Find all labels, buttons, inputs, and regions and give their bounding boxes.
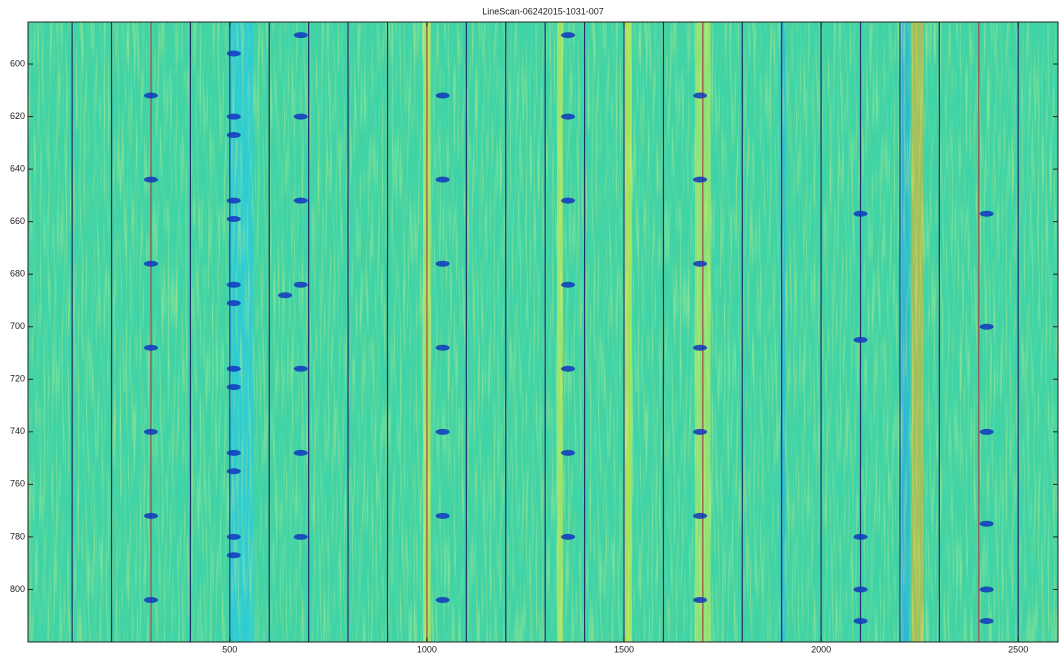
- spot: [293, 32, 308, 39]
- y-tick-label: 600: [10, 58, 25, 68]
- y-tick-label: 620: [10, 111, 25, 121]
- y-tick-label: 800: [10, 584, 25, 594]
- spot: [561, 197, 576, 204]
- spot: [693, 176, 708, 183]
- spot: [226, 468, 241, 475]
- spot: [226, 113, 241, 120]
- y-tick-label: 720: [10, 374, 25, 384]
- spot: [143, 260, 158, 267]
- spot: [226, 300, 241, 307]
- spot: [853, 533, 868, 540]
- y-tick-label: 760: [10, 479, 25, 489]
- spot: [226, 197, 241, 204]
- spot: [435, 344, 450, 351]
- spot: [226, 131, 241, 138]
- spot: [693, 260, 708, 267]
- spot: [693, 344, 708, 351]
- spot: [561, 533, 576, 540]
- spot: [853, 210, 868, 217]
- spot: [143, 428, 158, 435]
- y-tick-label: 700: [10, 321, 25, 331]
- spot: [561, 365, 576, 372]
- spot: [226, 449, 241, 456]
- y-tick-label: 780: [10, 531, 25, 541]
- spot: [693, 596, 708, 603]
- spot: [293, 365, 308, 372]
- spot: [693, 92, 708, 99]
- spot: [979, 210, 994, 217]
- spot: [143, 596, 158, 603]
- y-tick-label: 640: [10, 163, 25, 173]
- spot: [979, 617, 994, 624]
- spot: [435, 260, 450, 267]
- spot: [979, 323, 994, 330]
- x-tick-label: 1500: [614, 644, 634, 654]
- spot: [435, 428, 450, 435]
- spot: [226, 552, 241, 559]
- spot: [435, 176, 450, 183]
- plot-frame: [27, 21, 1059, 643]
- x-tick-label: 2500: [1008, 644, 1028, 654]
- spot: [435, 596, 450, 603]
- spot: [226, 533, 241, 540]
- spot: [226, 384, 241, 391]
- spot: [853, 617, 868, 624]
- spot: [853, 336, 868, 343]
- spot: [143, 344, 158, 351]
- plot-area: [28, 22, 1058, 642]
- spot: [226, 365, 241, 372]
- spot: [293, 113, 308, 120]
- spot: [226, 50, 241, 57]
- spot: [226, 216, 241, 223]
- y-tick-label: 660: [10, 216, 25, 226]
- spot: [693, 512, 708, 519]
- spot: [693, 428, 708, 435]
- spot: [143, 512, 158, 519]
- spot: [561, 113, 576, 120]
- spot: [979, 520, 994, 527]
- spot: [293, 197, 308, 204]
- spot: [435, 92, 450, 99]
- spot: [226, 281, 241, 288]
- spot: [561, 32, 576, 39]
- spot: [979, 428, 994, 435]
- spot: [293, 533, 308, 540]
- spot: [278, 292, 293, 299]
- spot: [143, 176, 158, 183]
- x-tick-label: 500: [222, 644, 237, 654]
- spot: [143, 92, 158, 99]
- x-tick-label: 2000: [811, 644, 831, 654]
- spot: [853, 586, 868, 593]
- spot: [435, 512, 450, 519]
- spot: [561, 281, 576, 288]
- spot: [561, 449, 576, 456]
- spot: [293, 449, 308, 456]
- texture: [28, 22, 1058, 642]
- y-tick-label: 680: [10, 269, 25, 279]
- spot: [293, 281, 308, 288]
- y-tick-label: 740: [10, 426, 25, 436]
- spot: [979, 586, 994, 593]
- x-tick-label: 1000: [417, 644, 437, 654]
- chart-title: LineScan-06242015-1031-007: [482, 6, 604, 16]
